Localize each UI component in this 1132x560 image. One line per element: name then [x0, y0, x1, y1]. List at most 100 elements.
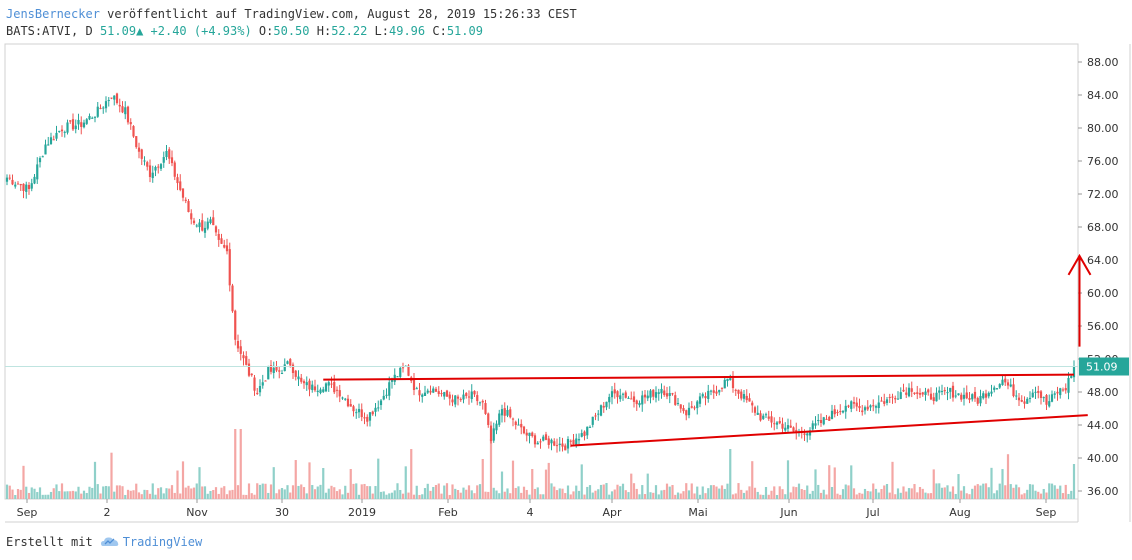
candle-body[interactable] — [190, 213, 193, 220]
candle-body[interactable] — [99, 107, 102, 109]
candle-body[interactable] — [1067, 377, 1070, 393]
candle-body[interactable] — [346, 398, 350, 407]
candle-body[interactable] — [979, 395, 982, 404]
candle-body[interactable] — [866, 406, 869, 410]
candle-body[interactable] — [212, 217, 215, 226]
candle-body[interactable] — [599, 405, 603, 416]
candle-body[interactable] — [421, 394, 424, 397]
candle-body[interactable] — [1015, 395, 1018, 397]
candle-body[interactable] — [995, 388, 999, 390]
candle-body[interactable] — [734, 389, 737, 391]
candle-body[interactable] — [300, 377, 303, 382]
candle-body[interactable] — [575, 438, 578, 445]
candle-body[interactable] — [1048, 401, 1051, 407]
candle-body[interactable] — [511, 418, 515, 420]
candle-body[interactable] — [1034, 391, 1037, 393]
candle-body[interactable] — [778, 420, 781, 424]
candle-body[interactable] — [759, 413, 762, 421]
candle-body[interactable] — [162, 157, 165, 163]
candle-body[interactable] — [927, 389, 930, 393]
candle-body[interactable] — [731, 378, 735, 389]
candle-body[interactable] — [74, 125, 77, 130]
candle-body[interactable] — [984, 393, 988, 398]
candle-body[interactable] — [924, 391, 927, 395]
candle-body[interactable] — [531, 432, 534, 437]
candle-body[interactable] — [819, 420, 823, 424]
tradingview-brand[interactable]: TradingView — [122, 535, 203, 549]
candle-body[interactable] — [118, 104, 121, 107]
candle-body[interactable] — [869, 405, 872, 408]
candle-body[interactable] — [514, 421, 517, 426]
candle-body[interactable] — [544, 434, 548, 440]
author-link[interactable]: JensBernecker — [6, 7, 100, 21]
candle-body[interactable] — [701, 394, 704, 397]
candle-body[interactable] — [170, 157, 174, 164]
candle-body[interactable] — [643, 394, 647, 398]
candle-body[interactable] — [715, 391, 718, 394]
candle-body[interactable] — [861, 410, 864, 413]
candle-body[interactable] — [231, 285, 234, 312]
candle-body[interactable] — [157, 166, 160, 168]
candle-body[interactable] — [385, 394, 388, 396]
candle-body[interactable] — [192, 220, 196, 224]
candle-body[interactable] — [55, 132, 58, 139]
candle-body[interactable] — [817, 419, 820, 422]
candle-body[interactable] — [954, 395, 957, 397]
candle-body[interactable] — [426, 390, 429, 393]
candle-body[interactable] — [313, 386, 317, 391]
candle-body[interactable] — [11, 179, 14, 185]
candle-body[interactable] — [693, 407, 696, 409]
candle-body[interactable] — [723, 379, 726, 389]
candle-body[interactable] — [998, 384, 1001, 388]
candle-body[interactable] — [258, 385, 262, 393]
candle-body[interactable] — [316, 390, 319, 392]
candle-body[interactable] — [1064, 388, 1067, 391]
candle-body[interactable] — [429, 390, 432, 393]
candle-body[interactable] — [198, 222, 201, 228]
candle-body[interactable] — [555, 445, 559, 447]
candle-body[interactable] — [591, 416, 594, 425]
candle-body[interactable] — [753, 407, 757, 413]
candle-body[interactable] — [971, 394, 974, 400]
candle-body[interactable] — [577, 439, 581, 441]
trendline[interactable] — [323, 373, 1075, 381]
candle-body[interactable] — [338, 390, 341, 397]
candle-body[interactable] — [137, 147, 141, 152]
candle-body[interactable] — [973, 391, 977, 399]
candle-body[interactable] — [687, 407, 691, 416]
candle-body[interactable] — [613, 389, 616, 394]
candle-body[interactable] — [542, 436, 545, 441]
candle-body[interactable] — [654, 392, 658, 398]
candle-body[interactable] — [264, 380, 267, 382]
candle-body[interactable] — [1009, 384, 1012, 387]
candle-body[interactable] — [473, 390, 476, 395]
candle-body[interactable] — [322, 389, 325, 392]
candle-body[interactable] — [962, 394, 966, 399]
candle-body[interactable] — [976, 398, 979, 404]
candle-body[interactable] — [696, 401, 699, 409]
candle-body[interactable] — [82, 122, 86, 128]
candle-body[interactable] — [294, 370, 297, 377]
candle-body[interactable] — [740, 391, 743, 399]
candle-body[interactable] — [374, 407, 377, 412]
candle-body[interactable] — [1056, 391, 1059, 394]
candle-body[interactable] — [550, 439, 553, 444]
candle-body[interactable] — [594, 415, 597, 417]
candle-body[interactable] — [256, 392, 259, 394]
candle-body[interactable] — [1031, 392, 1034, 398]
candle-body[interactable] — [14, 184, 17, 187]
candle-body[interactable] — [803, 433, 806, 435]
candle-body[interactable] — [80, 122, 83, 127]
trendline[interactable] — [570, 414, 1088, 447]
candle-body[interactable] — [891, 396, 894, 398]
candle-body[interactable] — [533, 435, 537, 445]
candle-body[interactable] — [781, 423, 784, 429]
candle-body[interactable] — [267, 366, 270, 380]
candle-body[interactable] — [71, 119, 75, 130]
candle-body[interactable] — [883, 401, 886, 404]
candle-body[interactable] — [382, 395, 385, 400]
candle-body[interactable] — [388, 382, 391, 396]
candle-body[interactable] — [214, 226, 218, 233]
candle-body[interactable] — [220, 238, 223, 244]
candle-body[interactable] — [110, 97, 113, 99]
